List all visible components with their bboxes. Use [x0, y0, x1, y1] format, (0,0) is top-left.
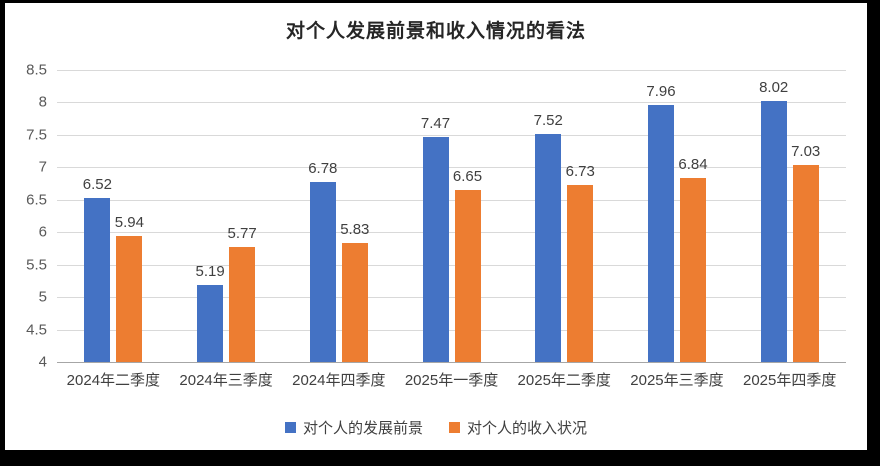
y-tick-label: 5.5	[26, 256, 47, 274]
gridline	[57, 329, 846, 331]
bar-series-2: 5.83	[340, 222, 369, 362]
plot-area: 4 4.5 5 5.5 6 6.5 7 7.5 8 8.5 6.52 5.94 5.19 5.77 6.78…	[26, 63, 846, 370]
data-label: 6.65	[452, 168, 483, 186]
data-label: 5.83	[340, 221, 370, 239]
bar-group: 7.96 6.84	[621, 70, 734, 362]
data-label: 5.77	[227, 225, 257, 243]
bar-series-2: 6.73	[566, 164, 595, 362]
bar-series-1: 5.19	[195, 264, 225, 362]
bar-group: 5.19 5.77	[170, 70, 283, 362]
data-label: 6.84	[678, 155, 708, 173]
chart-canvas: 对个人发展前景和收入情况的看法 4 4.5 5 5.5 6 6.5 7 7.5 8 8.5 6.52…	[5, 3, 867, 450]
legend-item: 对个人的收入状况	[449, 417, 587, 438]
data-label: 6.52	[82, 176, 112, 194]
y-tick-label: 8	[38, 93, 47, 111]
x-tick-label: 2024年三季度	[179, 372, 273, 389]
gridline	[57, 199, 846, 201]
y-tick-label: 7.5	[26, 126, 47, 144]
bar-series-1: 7.96	[646, 84, 676, 362]
x-tick-label: 2025年一季度	[404, 372, 499, 389]
bar-series-2: 5.94	[115, 215, 144, 362]
data-label: 7.96	[646, 83, 676, 101]
y-tick-label: 4.5	[26, 321, 47, 339]
legend-label: 对个人的发展前景	[302, 420, 423, 437]
x-tick-label: 2024年四季度	[292, 372, 386, 389]
gridline	[57, 232, 846, 234]
bar-group: 6.78 5.83	[282, 70, 395, 362]
bar-group: 6.52 5.94	[57, 70, 170, 362]
bar-series-2: 6.65	[453, 169, 482, 362]
x-tick-label: 2025年二季度	[517, 372, 611, 389]
bar-group: 7.52 6.73	[508, 70, 621, 362]
legend-label: 对个人的收入状况	[467, 420, 588, 437]
legend-swatch-icon	[284, 422, 296, 433]
x-axis-labels: 2024年二季度 2024年三季度 2024年四季度 2025年一季度 2025年二季度…	[57, 369, 846, 390]
x-tick-label: 2025年三季度	[630, 372, 724, 389]
bar-series-1: 6.52	[83, 177, 112, 362]
bar-series-1: 6.78	[308, 161, 337, 362]
y-tick-label: 7	[38, 158, 47, 176]
y-tick-label: 4	[38, 353, 47, 371]
bar-series-2: 7.03	[791, 144, 820, 362]
gridline	[57, 167, 846, 169]
x-axis-line	[57, 362, 846, 363]
chart-title: 对个人发展前景和收入情况的看法	[285, 21, 586, 42]
bar-group: 8.02 7.03	[733, 70, 846, 362]
data-label: 8.02	[759, 79, 789, 97]
legend-item: 对个人的发展前景	[284, 417, 423, 438]
data-label: 5.19	[195, 262, 225, 280]
data-label: 6.73	[565, 162, 595, 180]
data-label: 6.78	[308, 159, 338, 177]
gridline	[57, 264, 846, 266]
bar-series-1: 8.02	[759, 80, 788, 362]
data-label: 7.47	[420, 114, 451, 132]
y-tick-label: 6.5	[26, 191, 47, 209]
data-label: 5.94	[114, 214, 144, 232]
bar-series-1: 7.47	[421, 116, 450, 362]
y-tick-label: 5	[38, 288, 47, 306]
gridline	[57, 102, 846, 104]
y-tick-label: 6	[38, 223, 47, 241]
gridline	[57, 297, 846, 299]
legend: 对个人的发展前景 对个人的收入状况	[5, 417, 867, 438]
x-tick-label: 2025年四季度	[742, 372, 837, 389]
y-tick-label: 8.5	[26, 61, 47, 79]
bar-series-2: 5.77	[227, 226, 257, 362]
gridline	[57, 134, 846, 136]
gridline	[57, 70, 846, 71]
bar-groups: 6.52 5.94 5.19 5.77 6.78 5.83 7.47 6.65 7.52 6.73…	[57, 70, 846, 362]
bar-series-2: 6.84	[678, 157, 708, 362]
data-label: 7.03	[791, 143, 821, 161]
x-tick-label: 2024年二季度	[66, 372, 161, 389]
legend-swatch-icon	[449, 422, 460, 433]
bar-series-1: 7.52	[534, 113, 563, 362]
bar-group: 7.47 6.65	[395, 70, 508, 362]
data-label: 7.52	[533, 111, 563, 129]
